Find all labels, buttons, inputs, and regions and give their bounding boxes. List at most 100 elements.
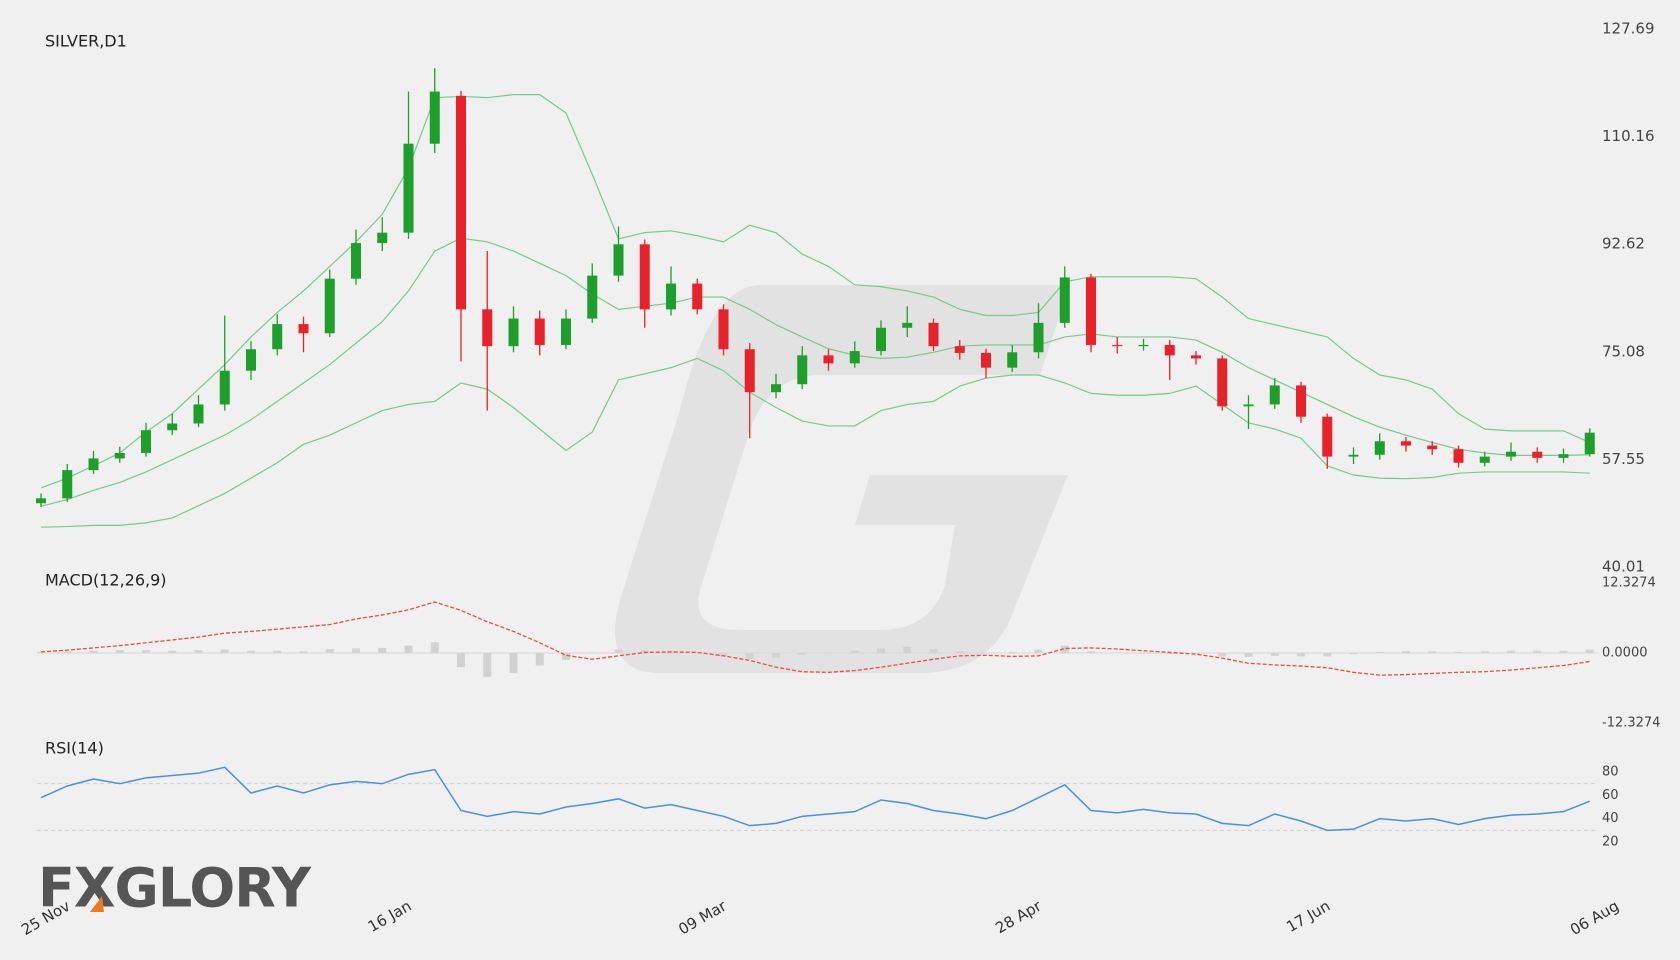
candle-body (876, 327, 886, 352)
macd-title: MACD(12,26,9) (45, 571, 167, 590)
macd-histogram-bar (509, 653, 518, 673)
macd-histogram-bar (142, 650, 150, 653)
price-title: SILVER,D1 (45, 32, 127, 51)
macd-histogram-bar (273, 650, 282, 653)
logo: FXGLORY (38, 857, 312, 920)
macd-histogram-bar (1192, 653, 1200, 655)
candle-body (561, 318, 571, 345)
candle-body (272, 324, 283, 350)
y-tick-label: 40 (1602, 811, 1619, 826)
macd-histogram-bar (63, 651, 72, 653)
candle-body (1033, 322, 1044, 353)
candle-body (613, 244, 624, 276)
candle-body (1138, 344, 1149, 347)
candle-body (1217, 358, 1228, 407)
macd-histogram-bar (89, 650, 98, 653)
macd-histogram-bar (378, 647, 387, 653)
macd-histogram-bar (115, 650, 124, 653)
y-tick-label: -12.3274 (1602, 716, 1660, 731)
macd-histogram-bar (1402, 651, 1410, 653)
y-tick-label: 0.0000 (1602, 646, 1648, 661)
candle-body (1112, 344, 1123, 347)
candle-body (1584, 432, 1595, 455)
macd-histogram-bar (325, 649, 334, 653)
rsi-line (40, 766, 1591, 832)
candle-body (587, 275, 598, 319)
candle-body (246, 349, 256, 371)
candle-body (1191, 355, 1201, 359)
candle-body (744, 349, 755, 393)
candle-body (1164, 344, 1175, 356)
macd-histogram-bar (168, 650, 177, 653)
macd-histogram-bar (457, 653, 465, 668)
macd-histogram-bar (955, 651, 964, 653)
y-tick-label: 75.08 (1602, 342, 1645, 360)
macd-histogram-bar (1507, 650, 1515, 653)
candle-body (1243, 404, 1254, 407)
y-tick-label: 40.01 (1602, 558, 1645, 576)
candle-body (797, 355, 808, 385)
y-tick-label: 80 (1602, 765, 1619, 780)
candle-body (482, 309, 493, 347)
candle-body (639, 244, 650, 310)
macd-histogram-bar (1375, 651, 1384, 653)
macd-histogram-bar (1218, 653, 1227, 657)
macd-histogram-bar (1034, 649, 1043, 653)
candle-body (981, 352, 991, 368)
macd-histogram-bar (1244, 653, 1253, 657)
macd-histogram-bar (1480, 651, 1489, 653)
macd-histogram-bar (614, 649, 623, 653)
x-tick-label: 16 Jan (365, 897, 415, 936)
candle-body (1479, 456, 1490, 463)
candle-body (1296, 385, 1306, 417)
x-tick-label: 28 Apr (992, 896, 1045, 937)
macd-histogram-bar (37, 651, 45, 653)
macd-histogram-bar (1060, 645, 1069, 653)
x-tick-label: 06 Aug (1567, 897, 1622, 939)
candle-body (902, 322, 913, 328)
macd-histogram-bar (194, 650, 203, 653)
macd-histogram-bar (588, 652, 597, 653)
candle-body (534, 318, 545, 345)
y-tick-label: 92.62 (1602, 235, 1645, 253)
macd-histogram-bar (1559, 650, 1568, 653)
candle-body (62, 470, 73, 499)
macd-histogram-bar (772, 653, 780, 658)
macd-line (40, 601, 1590, 676)
candle-body (1532, 451, 1543, 458)
macd-histogram-bar (1008, 651, 1017, 653)
candle-body (954, 346, 965, 353)
macd-histogram-bar (535, 653, 544, 666)
candle-body (351, 243, 361, 279)
x-tick-label: 09 Mar (675, 896, 730, 938)
candle-body (1059, 277, 1070, 323)
y-tick-label: 57.55 (1602, 450, 1645, 468)
macd-histogram-bar (693, 652, 702, 653)
candle-body (1453, 449, 1464, 463)
candle-body (928, 322, 939, 347)
y-tick-label: 12.3274 (1602, 576, 1656, 591)
logo-accent (90, 896, 104, 912)
candle-body (692, 283, 703, 310)
candle-body (1322, 416, 1333, 457)
macd-histogram-bar (1585, 649, 1594, 653)
candle-body (823, 355, 834, 364)
candle-body (1374, 441, 1385, 455)
macd-histogram-bar (352, 648, 360, 653)
candle-body (771, 384, 781, 393)
candle-body (88, 458, 99, 471)
y-tick-label: 127.69 (1602, 20, 1655, 38)
y-tick-label: 110.16 (1602, 127, 1655, 145)
bollinger-band (40, 237, 1590, 507)
x-tick-label: 17 Jun (1283, 897, 1333, 936)
bollinger-band (40, 93, 1590, 489)
candle-body (1558, 454, 1569, 458)
candle-body (298, 324, 309, 334)
candle-body (508, 318, 519, 347)
candle-body (1348, 454, 1359, 457)
candle-body (1269, 385, 1280, 405)
macd-histogram-bar (1139, 653, 1148, 654)
macd-histogram-bar (483, 653, 492, 677)
macd-histogram-bar (824, 652, 833, 653)
